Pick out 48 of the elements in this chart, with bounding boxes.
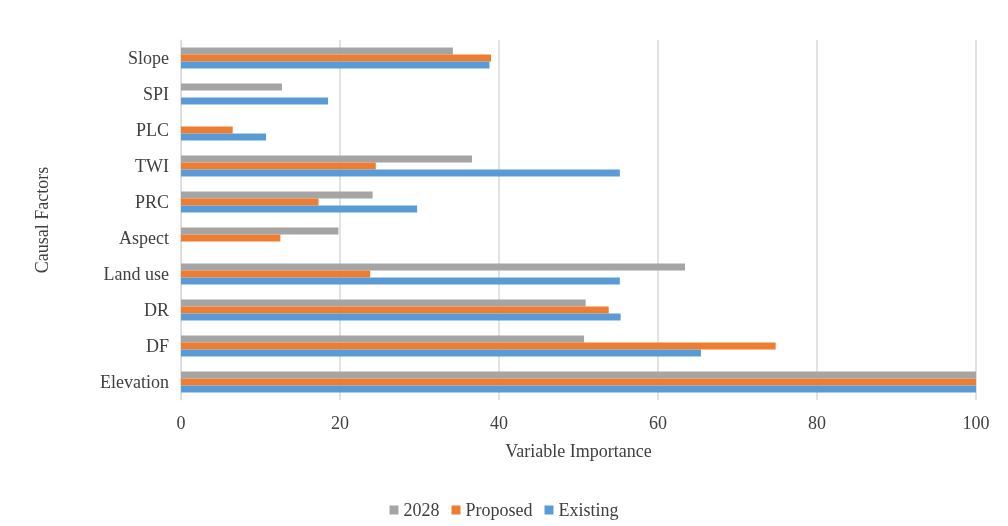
- y-axis-title: Causal Factors: [32, 166, 52, 274]
- bar: [181, 155, 472, 163]
- bar: [181, 83, 282, 91]
- x-tick-label: 60: [649, 413, 667, 433]
- legend-label: Existing: [558, 500, 619, 520]
- bar: [181, 126, 233, 134]
- bar: [181, 227, 339, 235]
- y-tick-label: Slope: [127, 48, 169, 68]
- y-tick-label: DR: [143, 300, 169, 320]
- y-tick-label: Elevation: [100, 372, 169, 392]
- bar: [181, 277, 620, 285]
- y-tick-label: TWI: [135, 156, 169, 176]
- y-tick-label: SPI: [142, 84, 170, 104]
- bar: [181, 162, 376, 170]
- bar: [181, 270, 371, 278]
- x-tick-label: 80: [808, 413, 826, 433]
- x-axis-title: Variable Importance: [505, 441, 652, 461]
- bar: [181, 263, 686, 271]
- y-tick-label: DF: [145, 336, 169, 356]
- y-tick-label: PLC: [135, 120, 169, 140]
- bar: [181, 385, 976, 393]
- x-tick-label: 40: [490, 413, 508, 433]
- bar: [181, 54, 492, 62]
- bar: [181, 133, 267, 141]
- bar: [181, 198, 319, 206]
- bar: [181, 299, 586, 307]
- bar: [181, 335, 585, 343]
- bar: [181, 234, 281, 242]
- bar: [181, 169, 620, 177]
- bar: [181, 61, 490, 69]
- bar: [181, 371, 976, 379]
- legend-label: Proposed: [465, 500, 533, 520]
- y-tick-label: Aspect: [119, 228, 169, 248]
- bar: [181, 205, 418, 213]
- bar: [181, 378, 976, 386]
- y-tick-label: Land use: [103, 264, 169, 284]
- bar: [181, 349, 701, 357]
- x-tick-label: 0: [176, 413, 186, 433]
- bar: [181, 313, 621, 321]
- x-tick-label: 100: [962, 413, 990, 433]
- bar: [181, 342, 776, 350]
- x-tick-label: 20: [331, 413, 349, 433]
- bar: [181, 191, 373, 199]
- y-tick-label: PRC: [134, 192, 169, 212]
- legend-label: 2028: [403, 500, 440, 520]
- bar: [181, 47, 453, 55]
- bar: [181, 306, 609, 314]
- bar: [181, 97, 329, 105]
